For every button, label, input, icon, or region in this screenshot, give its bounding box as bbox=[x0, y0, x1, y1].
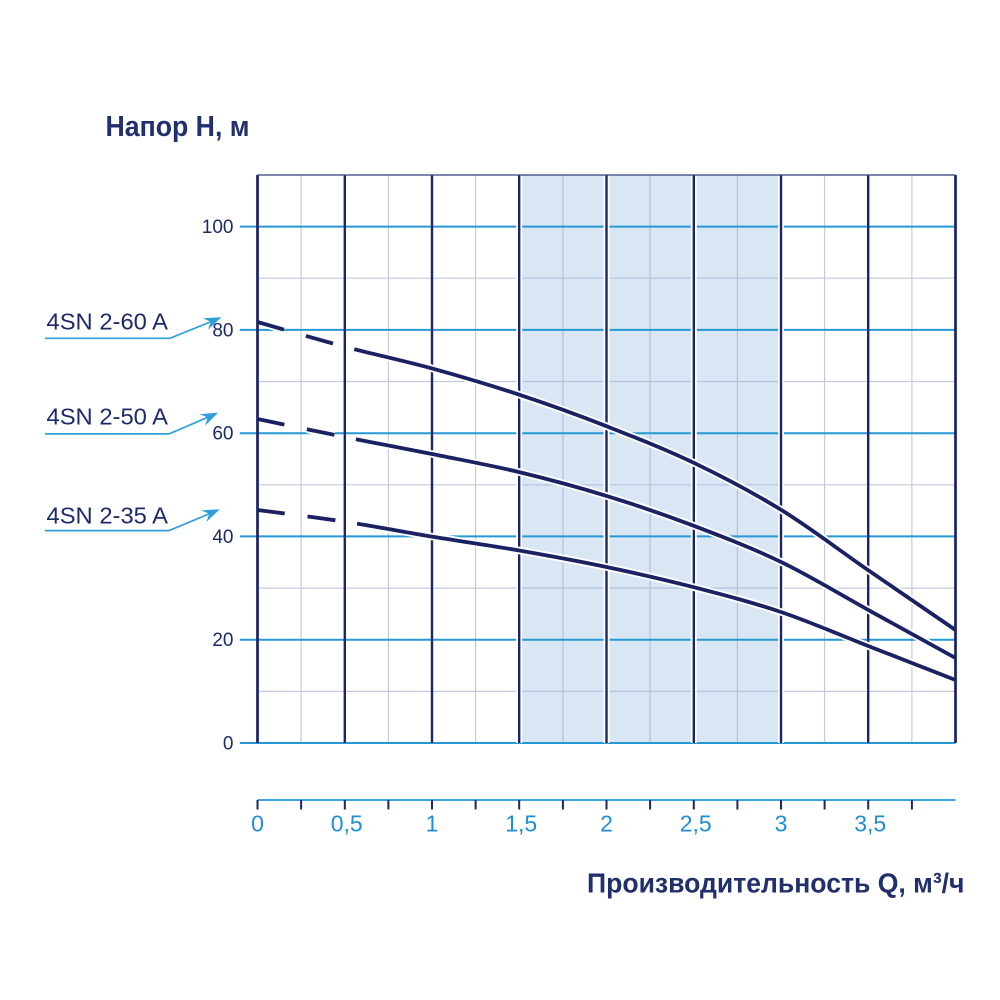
svg-text:4SN 2-35 A: 4SN 2-35 A bbox=[47, 503, 169, 529]
svg-text:0: 0 bbox=[223, 734, 234, 755]
svg-text:100: 100 bbox=[202, 217, 234, 238]
svg-text:3: 3 bbox=[775, 811, 788, 837]
svg-text:1,5: 1,5 bbox=[505, 811, 537, 837]
svg-text:20: 20 bbox=[212, 630, 233, 651]
svg-text:0,5: 0,5 bbox=[331, 811, 363, 837]
svg-text:3,5: 3,5 bbox=[854, 811, 886, 837]
svg-text:0: 0 bbox=[251, 811, 264, 837]
svg-text:4SN 2-50 A: 4SN 2-50 A bbox=[47, 404, 169, 430]
svg-text:80: 80 bbox=[212, 320, 233, 341]
svg-text:1: 1 bbox=[426, 811, 439, 837]
svg-text:2: 2 bbox=[600, 811, 613, 837]
svg-text:4SN 2-60 A: 4SN 2-60 A bbox=[47, 309, 169, 335]
svg-text:Напор H, м: Напор H, м bbox=[106, 111, 250, 143]
svg-text:60: 60 bbox=[212, 424, 233, 445]
svg-text:40: 40 bbox=[212, 527, 233, 548]
svg-text:2,5: 2,5 bbox=[680, 811, 712, 837]
svg-text:Производительность Q, м³/ч: Производительность Q, м³/ч bbox=[587, 867, 965, 898]
